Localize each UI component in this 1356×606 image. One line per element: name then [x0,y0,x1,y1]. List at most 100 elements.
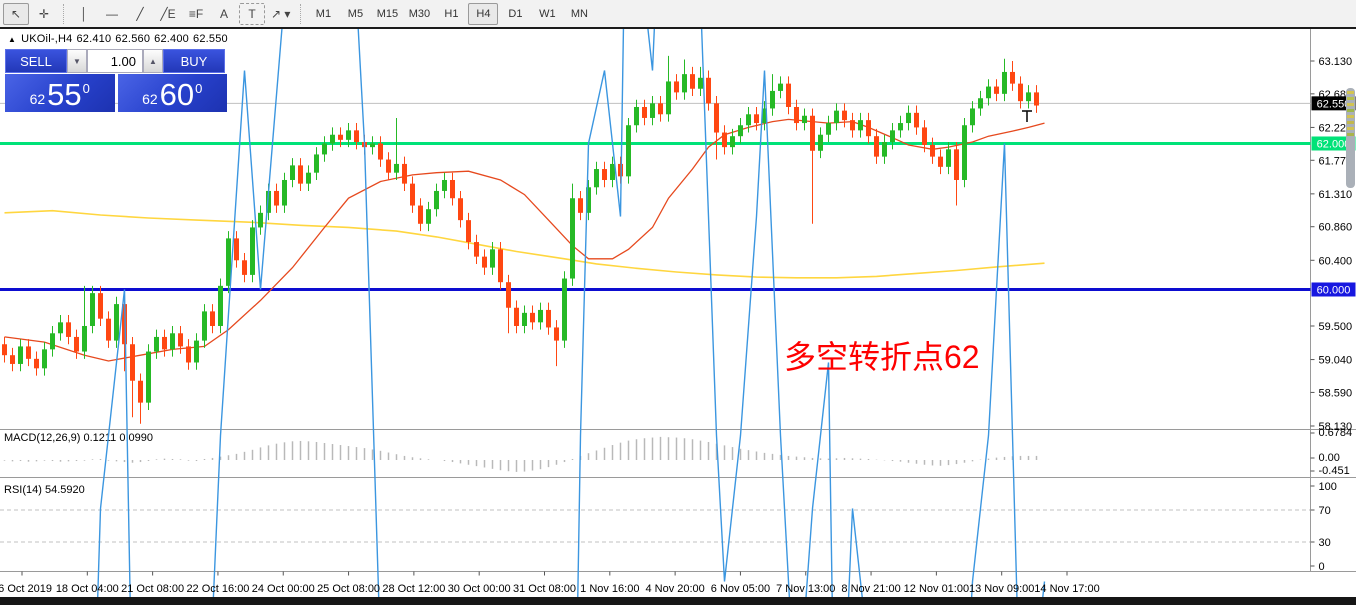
svg-text:-0.451: -0.451 [1319,465,1350,477]
arrows-tool-button[interactable]: ↗ ▾ [271,6,291,21]
svg-text:24 Oct 00:00: 24 Oct 00:00 [252,583,315,595]
sell-price-big: 55 [47,77,82,112]
svg-text:13 Nov 09:00: 13 Nov 09:00 [969,583,1034,595]
svg-text:70: 70 [1319,505,1331,517]
window-bottom-edge [0,597,1356,605]
svg-text:58.590: 58.590 [1319,387,1353,399]
timeframe-d1-button[interactable]: D1 [508,7,523,20]
vertical-line-tool-button[interactable]: │ [80,6,88,21]
symbol-header: ▲ UKOil-,H4 62.410 62.560 62.400 62.550 [8,33,232,45]
svg-text:59.500: 59.500 [1319,321,1353,333]
svg-text:62.000: 62.000 [1317,138,1351,150]
timeframe-h4-button[interactable]: H4 [468,2,499,25]
svg-text:61.310: 61.310 [1319,189,1353,201]
rsi-panel: RSI(14) 54.5920 100 70 30 0 [0,481,1337,573]
svg-text:28 Oct 12:00: 28 Oct 12:00 [382,583,445,595]
ohlc-high: 62.560 [115,33,151,45]
svg-text:14 Nov 17:00: 14 Nov 17:00 [1034,583,1099,595]
sell-price[interactable]: 62 55 0 [5,74,115,112]
timeframe-m1-button[interactable]: M1 [315,7,332,20]
rsi-label: RSI(14) 54.5920 [4,484,85,496]
panel-borders [0,29,1356,572]
buy-price-sup: 0 [195,81,203,96]
horizontal-line-tool-button[interactable]: — [106,6,118,21]
svg-text:0: 0 [1319,561,1325,573]
svg-text:30: 30 [1319,537,1331,549]
toolbar-separator [63,3,65,24]
fibonacci-tool-button[interactable]: ≡F [188,6,204,21]
crosshair-tool-button[interactable]: ✛ [38,6,50,21]
svg-text:60.000: 60.000 [1317,284,1351,296]
macd-label: MACD(12,26,9) 0.1211 0.0990 [4,432,153,444]
svg-text:31 Oct 08:00: 31 Oct 08:00 [513,583,576,595]
drawing-tools: ↖ ✛ │ — ╱ ╱E ≡F A T ↗ ▾ [2,2,307,25]
symbol-name: UKOil-,H4 [21,33,73,45]
svg-text:61.770: 61.770 [1319,155,1353,167]
timeframe-m15-button[interactable]: M15 [376,7,399,20]
price-badge-62: 62.000 [1311,136,1356,151]
volume-decrease-button[interactable]: ▼ [67,49,87,73]
scrollbar-thumb[interactable] [1346,88,1355,188]
svg-text:12 Nov 01:00: 12 Nov 01:00 [904,583,969,595]
macd-panel: MACD(12,26,9) 0.1211 0.0990 0.6784 0.00-0.… [3,427,1353,477]
buy-price-prefix: 62 [142,91,158,107]
buy-price[interactable]: 62 60 0 [117,74,227,112]
svg-text:6 Nov 05:00: 6 Nov 05:00 [711,583,770,595]
text-label-tool-button[interactable]: T [239,2,265,25]
svg-text:4 Nov 20:00: 4 Nov 20:00 [645,583,704,595]
ohlc-close: 62.550 [193,33,228,45]
svg-text:7 Nov 13:00: 7 Nov 13:00 [776,583,835,595]
ma-slow-yellow [4,209,1045,279]
svg-text:18 Oct 04:00: 18 Oct 04:00 [56,583,119,595]
rsi-line [97,0,1046,597]
window-divider [0,27,1356,29]
volume-input[interactable]: 1.00 [87,49,143,73]
toolbar-separator [300,3,302,24]
t-marker [1022,110,1032,122]
cursor-tool-button[interactable]: ↖ [3,2,29,25]
svg-text:16 Oct 2019: 16 Oct 2019 [0,583,52,595]
svg-text:1 Nov 16:00: 1 Nov 16:00 [580,583,639,595]
svg-text:100: 100 [1319,481,1337,493]
svg-text:21 Oct 08:00: 21 Oct 08:00 [121,583,184,595]
svg-text:62.550: 62.550 [1317,98,1351,110]
timeframe-m5-button[interactable]: M5 [347,7,364,20]
timeframe-buttons: M1 M5 M15 M30 H1 H4 D1 W1 MN [307,2,595,25]
timeframe-h1-button[interactable]: H1 [444,7,459,20]
svg-text:0.00: 0.00 [1319,452,1340,464]
horizontal-levels [0,102,1311,291]
buy-price-big: 60 [159,77,195,112]
svg-text:0.6784: 0.6784 [1319,427,1353,439]
expander-icon[interactable]: ▲ [8,35,17,44]
price-badge-current: 62.550 [1311,96,1356,111]
svg-text:30 Oct 00:00: 30 Oct 00:00 [448,583,511,595]
trendline-tool-button[interactable]: ╱ [136,6,144,21]
volume-increase-button[interactable]: ▲ [143,49,163,73]
svg-text:60.400: 60.400 [1319,255,1353,267]
price-badge-60: 60.000 [1311,282,1356,297]
text-tool-button[interactable]: A [219,6,228,21]
timeframe-w1-button[interactable]: W1 [539,7,556,20]
chart-annotation-text: 多空转折点62 [784,339,980,375]
svg-text:62.220: 62.220 [1319,122,1353,134]
ma-fast-red [4,118,1045,362]
ohlc-open: 62.410 [76,33,112,45]
timeframe-mn-button[interactable]: MN [570,7,588,20]
equidistant-channel-tool-button[interactable]: ╱E [160,6,176,21]
svg-text:58.130: 58.130 [1319,421,1353,433]
svg-text:25 Oct 08:00: 25 Oct 08:00 [317,583,380,595]
ohlc-low: 62.400 [154,33,190,45]
svg-text:63.130: 63.130 [1319,56,1353,68]
sell-button[interactable]: SELL [5,49,67,73]
sell-price-sup: 0 [82,81,90,96]
svg-text:60.860: 60.860 [1319,222,1353,234]
candlestick-series [2,55,1039,424]
toolbar: ↖ ✛ │ — ╱ ╱E ≡F A T ↗ ▾ M1 M5 M15 M30 H1 H4 D1 W1 MN [0,0,1356,27]
svg-text:22 Oct 16:00: 22 Oct 16:00 [186,583,249,595]
svg-text:59.040: 59.040 [1319,355,1353,367]
timeframe-m30-button[interactable]: M30 [408,7,431,20]
buy-button[interactable]: BUY [163,49,225,73]
sell-price-prefix: 62 [29,91,46,107]
